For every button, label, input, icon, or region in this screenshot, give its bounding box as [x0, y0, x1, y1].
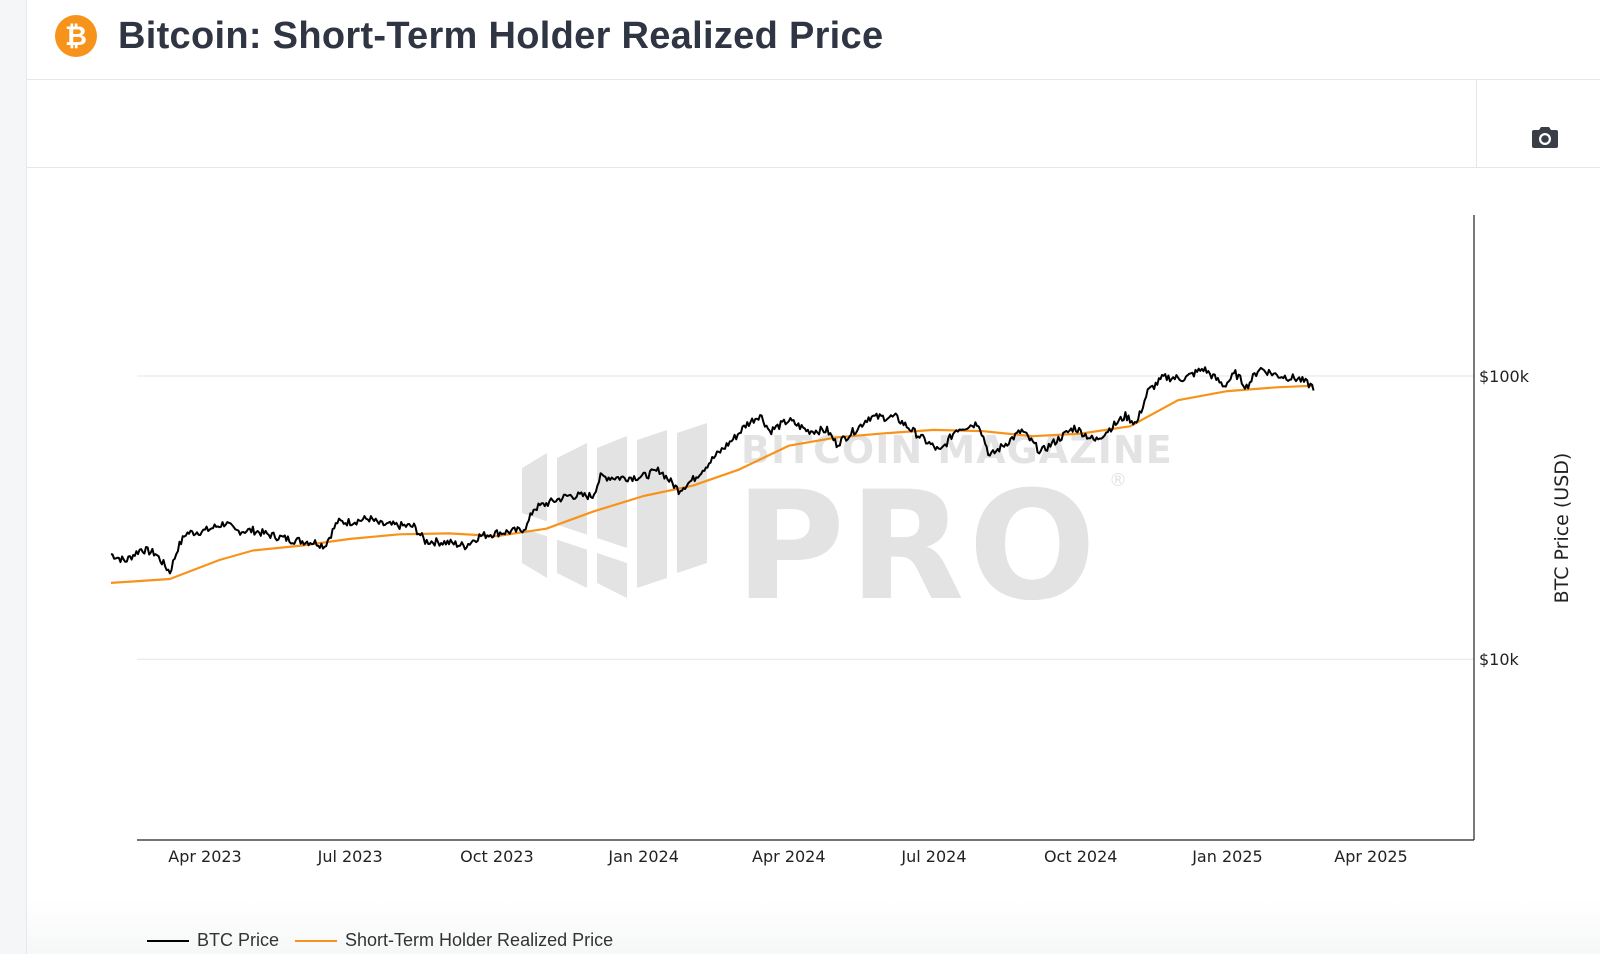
x-tick-label-4: Apr 2024: [752, 847, 825, 866]
axes: [137, 215, 1475, 841]
watermark-line2: PRO: [735, 460, 1100, 634]
left-rail: [0, 0, 27, 954]
x-tick-label-7: Jan 2025: [1191, 847, 1262, 866]
watermark: BITCOIN MAGAZINE PRO ®: [522, 423, 1173, 634]
x-tick-label-2: Oct 2023: [460, 847, 533, 866]
y-tick-label-1: $100k: [1479, 367, 1530, 386]
page-title: Bitcoin: Short-Term Holder Realized Pric…: [118, 15, 884, 57]
header: [27, 0, 1600, 80]
series-line-sth-realized-price: [110, 384, 1314, 584]
legend-swatch-sth-realized-price: [295, 939, 338, 942]
y-axis-label: BTC Price (USD): [1551, 453, 1573, 604]
series-line-btc-price: [110, 366, 1315, 575]
x-tick-label-6: Oct 2024: [1044, 847, 1117, 866]
watermark-logo-mark: [522, 423, 707, 598]
legend-item-btc-price[interactable]: BTC Price: [147, 930, 279, 951]
watermark-line1: BITCOIN MAGAZINE: [741, 428, 1173, 472]
camera-icon[interactable]: [1530, 124, 1560, 150]
x-tick-label-5: Jul 2024: [900, 847, 966, 866]
legend-label-btc-price: BTC Price: [197, 930, 280, 950]
y-tick-label-0: $10k: [1479, 650, 1520, 669]
x-tick-labels: Apr 2023 Jul 2023 Oct 2023 Jan 2024 Apr 2024…: [168, 847, 1407, 866]
legend: BTC Price Short-Term Holder Realized Pri…: [147, 930, 629, 951]
footer-area: [27, 900, 1600, 954]
x-tick-label-3: Jan 2024: [607, 847, 678, 866]
watermark-registered-mark: ®: [1109, 470, 1127, 491]
legend-item-sth-realized-price[interactable]: Short-Term Holder Realized Price: [295, 930, 613, 951]
x-tick-label-0: Apr 2023: [168, 847, 241, 866]
gridlines: [137, 375, 1474, 660]
y-tick-labels: $10k $100k: [1479, 367, 1530, 669]
x-tick-label-1: Jul 2023: [317, 847, 383, 866]
chart: BITCOIN MAGAZINE PRO ® Apr 2023 Jul 2023 O…: [110, 215, 1573, 866]
bitcoin-icon: ₿: [55, 15, 97, 57]
toolbar-divider: [1476, 80, 1477, 167]
x-tick-label-8: Apr 2025: [1334, 847, 1407, 866]
legend-label-sth-realized-price: Short-Term Holder Realized Price: [345, 930, 614, 950]
series-layer: [110, 366, 1315, 584]
chart-toolbar: [27, 80, 1600, 168]
legend-swatch-btc-price: [147, 939, 189, 942]
